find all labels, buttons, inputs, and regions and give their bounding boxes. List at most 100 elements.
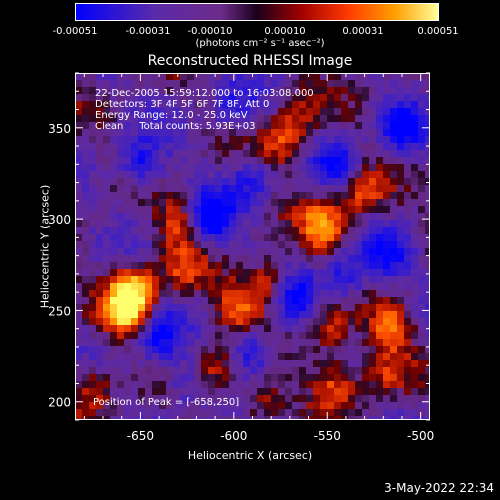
heatmap-cell	[138, 73, 146, 81]
heatmap-cell	[131, 136, 139, 144]
heatmap-cell	[250, 353, 258, 361]
heatmap-cell	[166, 367, 174, 375]
heatmap-cell	[334, 276, 342, 284]
heatmap-cell	[187, 143, 195, 151]
heatmap-cell	[369, 185, 377, 193]
heatmap-cell	[425, 185, 430, 193]
heatmap-cell	[89, 409, 97, 417]
heatmap-cell	[82, 122, 90, 130]
heatmap-cell	[362, 234, 370, 242]
heatmap-cell	[425, 206, 430, 214]
heatmap-cell	[278, 220, 286, 228]
heatmap-cell	[110, 94, 118, 102]
heatmap-cell	[390, 150, 398, 158]
heatmap-cell	[117, 395, 125, 403]
heatmap-cell	[292, 318, 300, 326]
heatmap-cell	[285, 143, 293, 151]
heatmap-cell	[341, 108, 349, 116]
heatmap-cell	[138, 87, 146, 95]
heatmap-cell	[131, 206, 139, 214]
heatmap-cell	[117, 416, 125, 420]
heatmap-cell	[194, 318, 202, 326]
heatmap-cell	[194, 248, 202, 256]
heatmap-cell	[166, 311, 174, 319]
heatmap-cell	[131, 360, 139, 368]
heatmap-cell	[124, 178, 132, 186]
heatmap-cell	[292, 367, 300, 375]
heatmap-cell	[180, 227, 188, 235]
heatmap-cell	[362, 388, 370, 396]
heatmap-cell	[117, 311, 125, 319]
heatmap-cell	[306, 367, 314, 375]
heatmap-cell	[159, 143, 167, 151]
heatmap-cell	[236, 381, 244, 389]
heatmap-cell	[355, 304, 363, 312]
heatmap-cell	[418, 164, 426, 172]
info-detectors: Detectors: 3F 4F 5F 6F 7F 8F, Att 0	[95, 99, 270, 110]
heatmap-cell	[82, 129, 90, 137]
heatmap-cell	[145, 192, 153, 200]
heatmap-cell	[306, 297, 314, 305]
heatmap-cell	[96, 283, 104, 291]
heatmap-cell	[376, 409, 384, 417]
heatmap-cell	[208, 73, 216, 81]
heatmap-cell	[117, 122, 125, 130]
heatmap-cell	[173, 311, 181, 319]
heatmap-cell	[257, 192, 265, 200]
heatmap-cell	[313, 304, 321, 312]
heatmap-cell	[418, 171, 426, 179]
heatmap-cell	[376, 164, 384, 172]
heatmap-cell	[96, 73, 104, 81]
heatmap-cell	[75, 143, 83, 151]
heatmap-cell	[131, 269, 139, 277]
heatmap-cell	[250, 122, 258, 130]
heatmap-cell	[348, 73, 356, 81]
heatmap-cell	[124, 290, 132, 298]
heatmap-cell	[138, 339, 146, 347]
heatmap-cell	[194, 129, 202, 137]
heatmap-cell	[124, 374, 132, 382]
colorbar-tick-label: 0.00031	[342, 26, 384, 37]
heatmap-cell	[145, 122, 153, 130]
heatmap-cell	[362, 416, 370, 420]
heatmap-cell	[411, 332, 419, 340]
heatmap-cell	[404, 157, 412, 165]
heatmap-cell	[124, 381, 132, 389]
heatmap-cell	[103, 262, 111, 270]
heatmap-cell	[152, 80, 160, 88]
heatmap-cell	[138, 290, 146, 298]
heatmap-cell	[208, 402, 216, 410]
heatmap-cell	[173, 381, 181, 389]
heatmap-cell	[159, 171, 167, 179]
heatmap-cell	[145, 290, 153, 298]
heatmap-cell	[222, 346, 230, 354]
heatmap-cell	[159, 346, 167, 354]
heatmap-cell	[411, 276, 419, 284]
heatmap-cell	[201, 290, 209, 298]
heatmap-cell	[187, 339, 195, 347]
heatmap-cell	[243, 73, 251, 81]
heatmap-cell	[306, 157, 314, 165]
heatmap-cell	[117, 143, 125, 151]
heatmap-cell	[180, 255, 188, 263]
heatmap-cell	[362, 115, 370, 123]
heatmap-cell	[89, 73, 97, 81]
heatmap-cell	[250, 402, 258, 410]
heatmap-cell	[152, 283, 160, 291]
heatmap-cell	[278, 157, 286, 165]
heatmap-cell	[96, 115, 104, 123]
heatmap-cell	[222, 73, 230, 81]
heatmap-cell	[278, 94, 286, 102]
heatmap-cell	[264, 409, 272, 417]
heatmap-cell	[124, 255, 132, 263]
heatmap-cell	[257, 220, 265, 228]
heatmap-cell	[285, 381, 293, 389]
heatmap-cell	[320, 73, 328, 81]
heatmap-cell	[243, 157, 251, 165]
heatmap-cell	[292, 325, 300, 333]
heatmap-cell	[383, 290, 391, 298]
heatmap-cell	[89, 185, 97, 193]
heatmap-cell	[117, 339, 125, 347]
heatmap-cell	[292, 255, 300, 263]
heatmap-cell	[103, 325, 111, 333]
